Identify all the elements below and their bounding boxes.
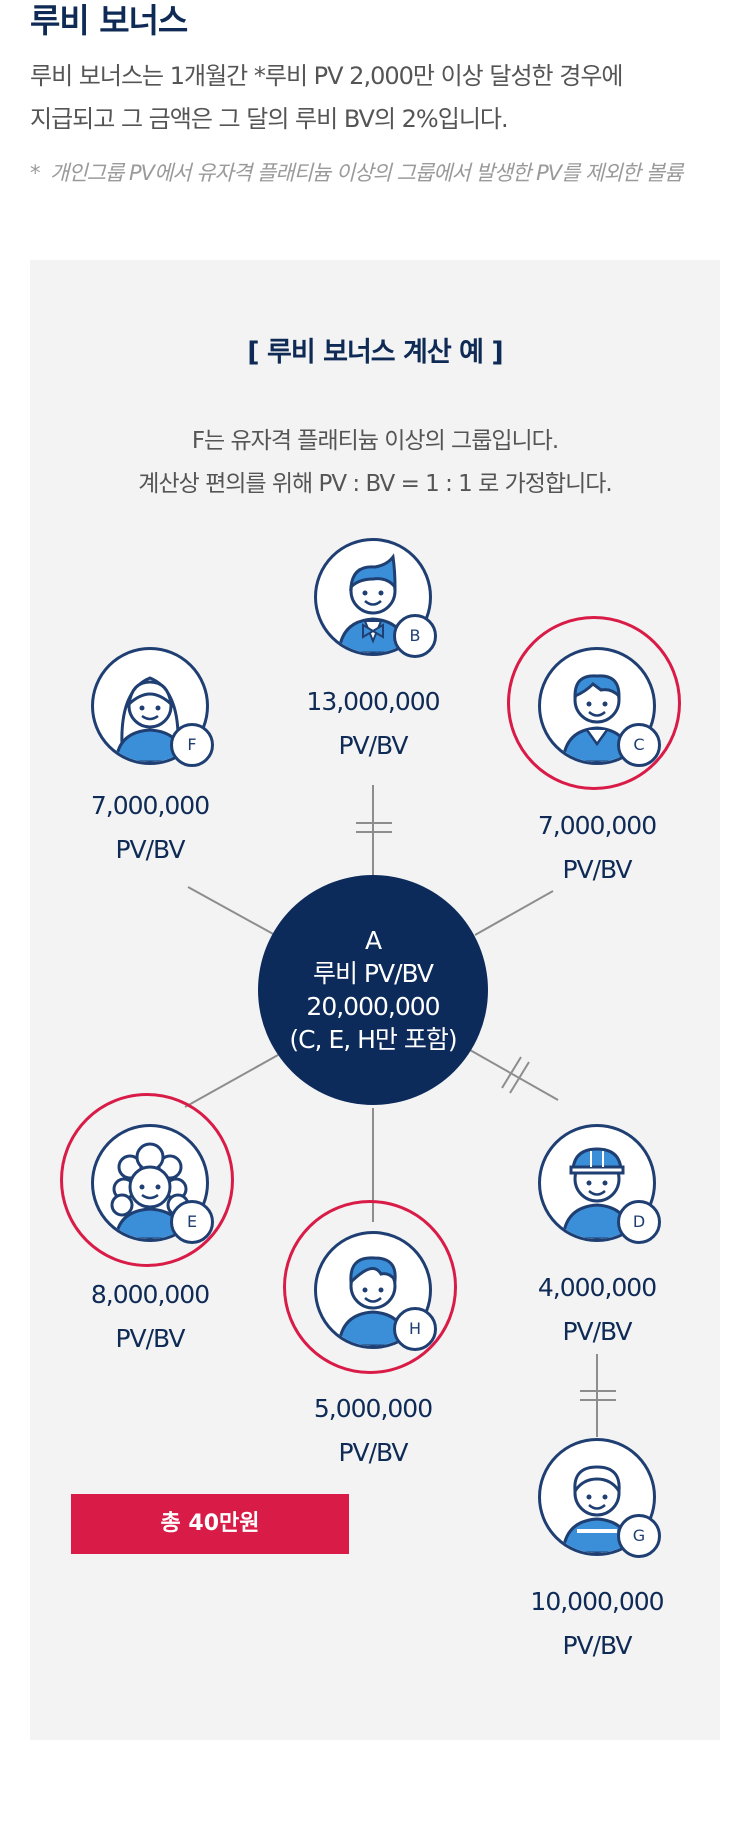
intro-line-1: F는 유자격 플래티늄 이상의 그룹입니다. <box>191 428 559 454</box>
girl-icon <box>538 1438 656 1556</box>
member-d-amount: 4,000,000 <box>537 1273 657 1302</box>
footnote-mark: * <box>30 161 40 185</box>
break-mark-d-2 <box>509 1061 530 1094</box>
member-g-unit: PV/BV <box>562 1631 632 1660</box>
line-a-f <box>187 886 276 936</box>
member-e-badge: E <box>170 1200 214 1244</box>
member-h-value: 5,000,000 PV/BV <box>253 1387 493 1475</box>
member-f-amount: 7,000,000 <box>90 791 210 820</box>
helmet-man-icon <box>538 1124 656 1242</box>
line-a-d <box>469 1049 559 1101</box>
member-c-unit: PV/BV <box>562 855 632 884</box>
member-b-value: 13,000,000 PV/BV <box>253 680 493 768</box>
member-b-amount: 13,000,000 <box>306 687 440 716</box>
member-c-value: 7,000,000 PV/BV <box>477 804 717 892</box>
member-h-highlight-ring <box>283 1200 457 1374</box>
member-g-amount: 10,000,000 <box>530 1587 664 1616</box>
bonus-description: 루비 보너스는 1개월간 *루비 PV 2,000만 이상 달성한 경우에 지급… <box>30 55 720 141</box>
member-c-highlight-ring <box>507 616 681 790</box>
member-d-badge: D <box>617 1200 661 1244</box>
member-a-ruby-label: 루비 PV/BV <box>312 959 434 988</box>
break-mark-d-1 <box>501 1056 522 1089</box>
line-a-c <box>474 890 554 936</box>
member-f-unit: PV/BV <box>115 835 185 864</box>
total-bonus-badge: 총 40만원 <box>71 1494 349 1554</box>
member-h-badge: H <box>393 1307 437 1351</box>
curly-woman-icon <box>91 1124 209 1242</box>
member-e-value: 8,000,000 PV/BV <box>30 1273 270 1361</box>
member-c-badge: C <box>617 723 661 767</box>
line-a-e <box>184 1054 279 1108</box>
member-e-unit: PV/BV <box>115 1324 185 1353</box>
member-c-amount: 7,000,000 <box>537 811 657 840</box>
member-e-amount: 8,000,000 <box>90 1280 210 1309</box>
member-f-value: 7,000,000 PV/BV <box>30 784 270 872</box>
member-h-unit: PV/BV <box>338 1438 408 1467</box>
member-a-value: 20,000,000 <box>306 992 440 1021</box>
member-b-unit: PV/BV <box>338 731 408 760</box>
boy-icon <box>314 1231 432 1349</box>
member-e-highlight-ring <box>60 1093 234 1267</box>
description-line-2: 지급되고 그 금액은 그 달의 루비 BV의 2%입니다. <box>30 105 509 133</box>
example-intro: F는 유자격 플래티늄 이상의 그룹입니다. 계산상 편의를 위해 PV : B… <box>0 420 750 506</box>
member-a-inclusion-note: (C, E, H만 포함) <box>289 1025 457 1054</box>
intro-line-2: 계산상 편의를 위해 PV : BV = 1 : 1 로 가정합니다. <box>138 471 612 497</box>
member-b-badge: B <box>393 614 437 658</box>
example-title: [ 루비 보너스 계산 예 ] <box>247 337 503 368</box>
member-a-label: A <box>364 926 382 955</box>
member-f-badge: F <box>170 723 214 767</box>
footnote-text: 개인그룹 PV에서 유자격 플래티늄 이상의 그룹에서 발생한 PV를 제외한 … <box>50 161 683 185</box>
footnote: * 개인그룹 PV에서 유자격 플래티늄 이상의 그룹에서 발생한 PV를 제외… <box>30 157 720 190</box>
member-h-amount: 5,000,000 <box>313 1394 433 1423</box>
member-d-unit: PV/BV <box>562 1317 632 1346</box>
page-title: 루비 보너스 <box>30 1 188 40</box>
member-g-value: 10,000,000 PV/BV <box>477 1580 717 1668</box>
description-line-1: 루비 보너스는 1개월간 *루비 PV 2,000만 이상 달성한 경우에 <box>30 62 624 90</box>
member-a-ruby-circle: A 루비 PV/BV 20,000,000 (C, E, H만 포함) <box>258 875 488 1105</box>
member-g-badge: G <box>617 1514 661 1558</box>
member-d-value: 4,000,000 PV/BV <box>477 1266 717 1354</box>
